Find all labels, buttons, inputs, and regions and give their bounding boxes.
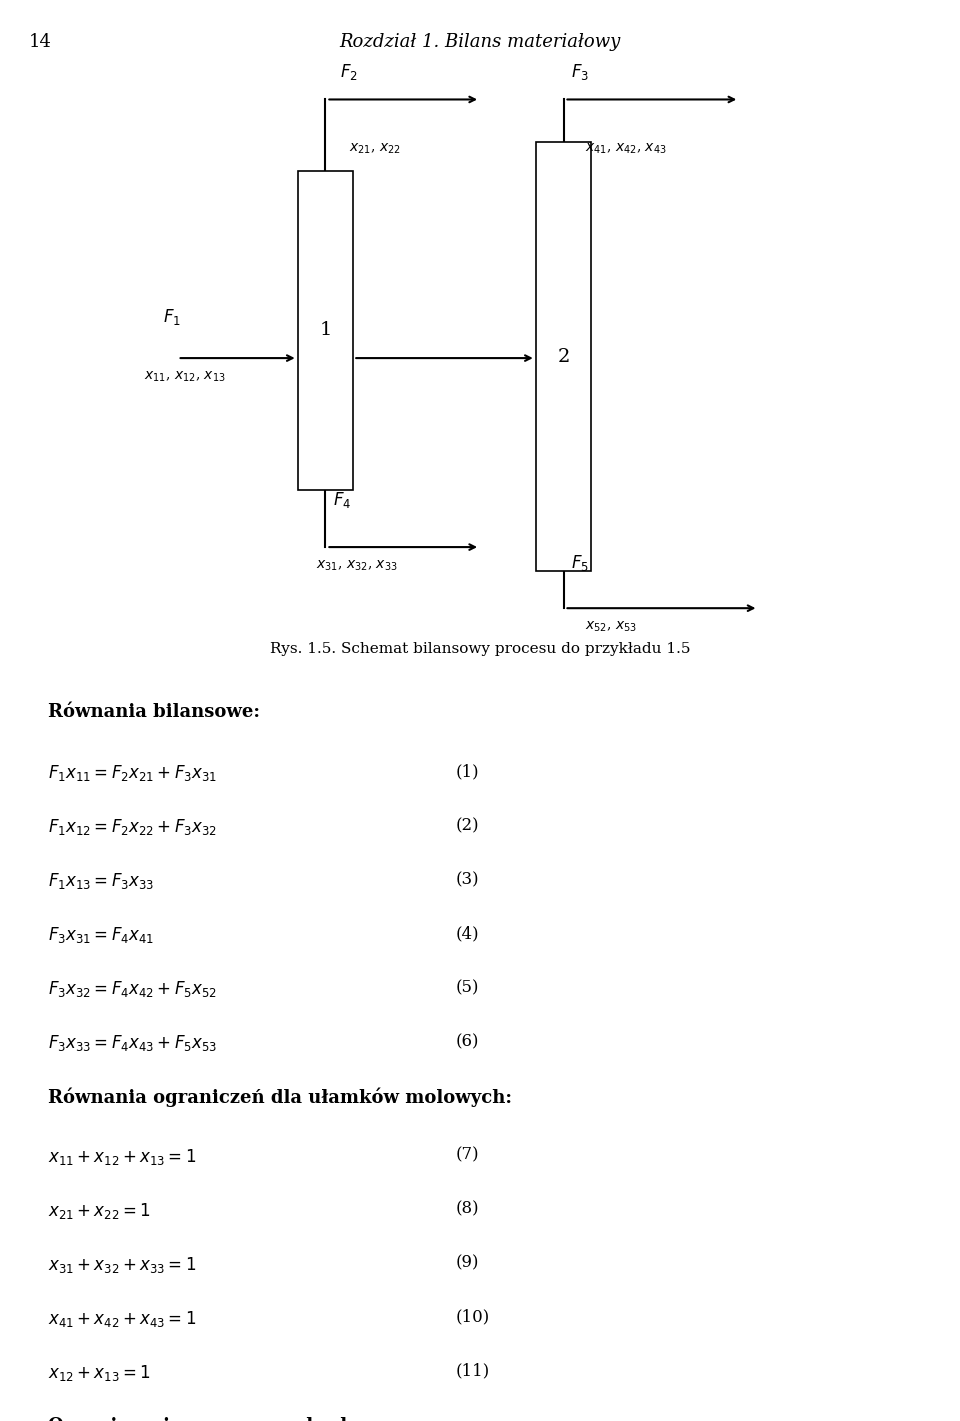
Text: (11): (11) xyxy=(456,1363,491,1380)
Text: (3): (3) xyxy=(456,871,480,888)
Text: $F_1x_{12} = F_2x_{22} + F_3x_{32}$: $F_1x_{12} = F_2x_{22} + F_3x_{32}$ xyxy=(48,817,217,837)
Text: $x_{31}$, $x_{32}$, $x_{33}$: $x_{31}$, $x_{32}$, $x_{33}$ xyxy=(316,558,397,573)
Text: (10): (10) xyxy=(456,1309,491,1326)
Text: Równania ograniczeń dla ułamków molowych:: Równania ograniczeń dla ułamków molowych… xyxy=(48,1087,512,1107)
Text: (5): (5) xyxy=(456,979,479,996)
Text: $x_{41}$, $x_{42}$, $x_{43}$: $x_{41}$, $x_{42}$, $x_{43}$ xyxy=(585,142,666,156)
Text: $x_{11}$, $x_{12}$, $x_{13}$: $x_{11}$, $x_{12}$, $x_{13}$ xyxy=(144,369,226,384)
Text: $F_1x_{13} = F_3x_{33}$: $F_1x_{13} = F_3x_{33}$ xyxy=(48,871,155,891)
Text: Równania bilansowe:: Równania bilansowe: xyxy=(48,703,260,722)
Text: (8): (8) xyxy=(456,1201,480,1218)
Text: $x_{11} + x_{12} + x_{13} = 1$: $x_{11} + x_{12} + x_{13} = 1$ xyxy=(48,1147,196,1167)
Text: $F_1x_{11} = F_2x_{21} + F_3x_{31}$: $F_1x_{11} = F_2x_{21} + F_3x_{31}$ xyxy=(48,763,217,783)
Text: (2): (2) xyxy=(456,817,480,834)
Text: (7): (7) xyxy=(456,1147,480,1164)
Text: $F_3x_{33} = F_4x_{43} + F_5x_{53}$: $F_3x_{33} = F_4x_{43} + F_5x_{53}$ xyxy=(48,1033,217,1053)
Text: (1): (1) xyxy=(456,763,480,780)
Text: 14: 14 xyxy=(29,33,52,51)
Text: $x_{52}$, $x_{53}$: $x_{52}$, $x_{53}$ xyxy=(585,620,636,634)
Text: $x_{21} + x_{22} = 1$: $x_{21} + x_{22} = 1$ xyxy=(48,1201,151,1221)
Text: Rys. 1.5. Schemat bilansowy procesu do przykładu 1.5: Rys. 1.5. Schemat bilansowy procesu do p… xyxy=(270,642,690,657)
Text: $F_3x_{32} = F_4x_{42} + F_5x_{52}$: $F_3x_{32} = F_4x_{42} + F_5x_{52}$ xyxy=(48,979,217,999)
Text: 2: 2 xyxy=(558,348,569,365)
Text: 1: 1 xyxy=(320,321,331,340)
Text: $x_{41} + x_{42} + x_{43} = 1$: $x_{41} + x_{42} + x_{43} = 1$ xyxy=(48,1309,196,1329)
Text: $x_{12} + x_{13} = 1$: $x_{12} + x_{13} = 1$ xyxy=(48,1363,151,1383)
Text: (6): (6) xyxy=(456,1033,479,1050)
Text: $x_{31} + x_{32} + x_{33} = 1$: $x_{31} + x_{32} + x_{33} = 1$ xyxy=(48,1255,196,1275)
Text: Rozdział 1. Bilans materiałowy: Rozdział 1. Bilans materiałowy xyxy=(340,33,620,51)
Bar xyxy=(298,171,353,490)
Text: (4): (4) xyxy=(456,925,480,942)
Text: $F_5$: $F_5$ xyxy=(571,553,589,573)
Text: $F_4$: $F_4$ xyxy=(333,490,351,510)
Text: $x_{21}$, $x_{22}$: $x_{21}$, $x_{22}$ xyxy=(349,142,401,156)
Text: $F_2$: $F_2$ xyxy=(340,63,358,82)
Bar xyxy=(536,142,591,571)
Text: $F_1$: $F_1$ xyxy=(163,307,181,327)
Text: $F_3x_{31} = F_4x_{41}$: $F_3x_{31} = F_4x_{41}$ xyxy=(48,925,155,945)
Text: $F_3$: $F_3$ xyxy=(571,63,589,82)
Text: Ograniczenia procesowe: brak: Ograniczenia procesowe: brak xyxy=(48,1417,352,1421)
Text: (9): (9) xyxy=(456,1255,479,1272)
